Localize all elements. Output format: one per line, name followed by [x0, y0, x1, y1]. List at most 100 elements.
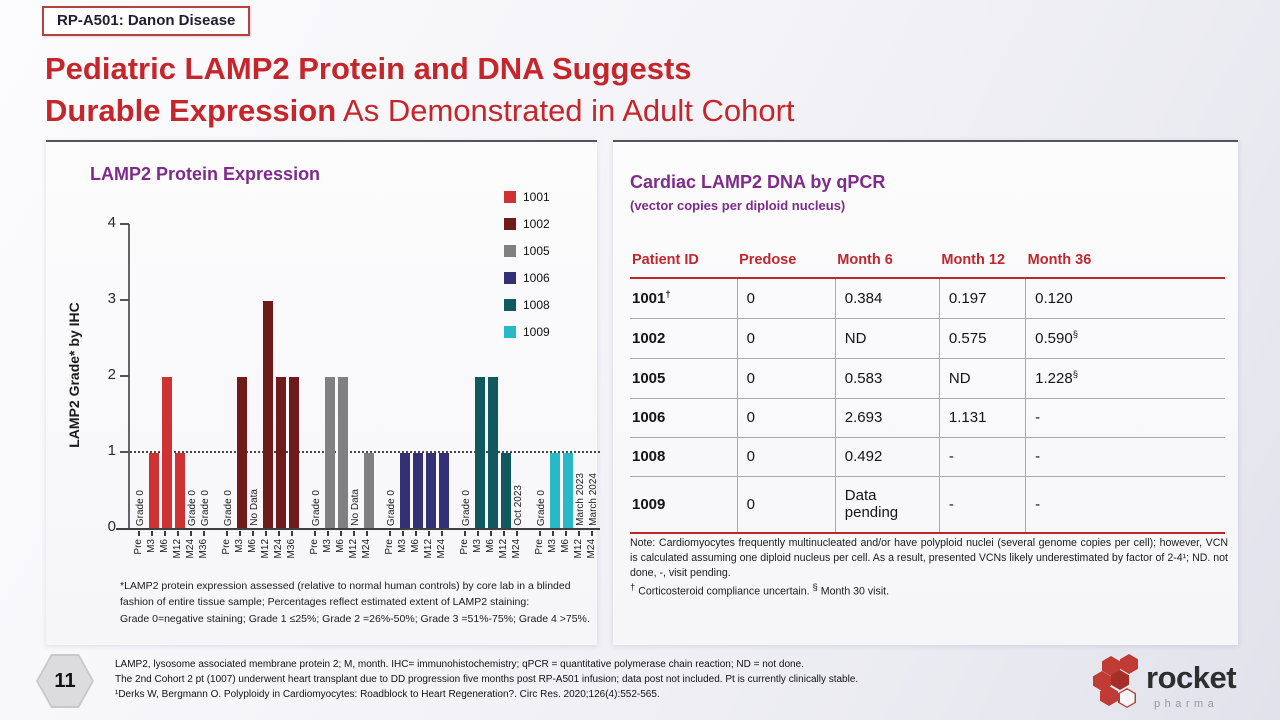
bar-1002-M36 [289, 377, 299, 528]
x-tick-label: M24 [361, 539, 372, 559]
legend-label: 1009 [523, 325, 550, 339]
x-tick [578, 531, 580, 536]
annotation-slot-1001-M36: Grade 0 [200, 224, 211, 528]
table-cell: - [938, 437, 1026, 477]
bar-1005-M3 [325, 377, 335, 528]
table-cell: - [1025, 398, 1225, 438]
x-slot: Pre [534, 531, 545, 593]
annotation-1009-M24: March 2024 [588, 473, 599, 526]
x-tick [490, 531, 492, 536]
table-cell: 2.693 [834, 398, 940, 438]
x-tick-label: M3 [322, 539, 333, 553]
annotation-slot-1006-Pre: Grade 0 [386, 224, 397, 528]
x-tick-label: M6 [560, 539, 571, 553]
table-cell: 1.228§ [1025, 358, 1225, 399]
column-header: Month 6 [835, 244, 940, 279]
table-cell: 0 [736, 278, 836, 319]
legend-swatch-icon [504, 245, 516, 257]
x-tick [464, 531, 466, 536]
bar-1009-M3 [550, 453, 560, 528]
x-axis-line [116, 528, 600, 530]
x-slot: M36 [286, 531, 297, 593]
x-tick [552, 531, 554, 536]
x-slot: Pre [221, 531, 232, 593]
x-tick-group-1002: Pre M3 M6 M12 M24 M36 [221, 531, 297, 593]
x-tick [177, 531, 179, 536]
annotation-1008-Pre: Grade 0 [461, 489, 472, 526]
annotation-1006-Pre: Grade 0 [386, 489, 397, 526]
x-slot: M36 [198, 531, 209, 593]
chart-footnote-line: Grade 0=negative staining; Grade 1 ≤25%;… [120, 612, 590, 625]
x-slot: M12 [573, 531, 584, 593]
x-tick-label: M3 [547, 539, 558, 553]
y-tick-label: 3 [107, 290, 116, 307]
x-tick-label: M24 [185, 539, 196, 559]
x-tick [415, 531, 417, 536]
patient-id-cell: 1005 [630, 358, 738, 399]
reference-dotted-line [130, 451, 600, 453]
y-tick [120, 299, 129, 301]
table-cell: 0.197 [938, 278, 1026, 319]
x-tick [151, 531, 153, 536]
bar-1005-M24 [364, 453, 374, 528]
annotation-slot-1002-Pre: Grade 0 [223, 224, 234, 528]
annotation-1005-M12: No Data [350, 489, 361, 526]
x-tick [503, 531, 505, 536]
x-tick [291, 531, 293, 536]
x-slot: M24 [586, 531, 597, 593]
x-tick [265, 531, 267, 536]
annotation-slot-1001-Pre: Grade 0 [135, 224, 146, 528]
x-tick [441, 531, 443, 536]
slide-title: Pediatric LAMP2 Protein and DNA Suggests… [45, 48, 795, 132]
x-tick-label: Pre [384, 539, 395, 555]
annotation-slot-1009-M12: March 2023 [575, 224, 586, 528]
patient-id-cell: 1001† [630, 278, 738, 319]
legend-swatch-icon [504, 218, 516, 230]
x-axis-labels: Pre M3 M6 M12 M24 M36 Pre M3 M6 M12 M24 M36 Pre M3 M6 M… [133, 531, 597, 593]
page-number-hexagon: 11 [36, 654, 94, 708]
x-tick-label: Pre [459, 539, 470, 555]
y-tick-label: 0 [107, 518, 116, 535]
bar-1008-M12 [501, 453, 511, 528]
annotation-slot-1005-M12: No Data [350, 224, 361, 528]
bar-group-1002: Grade 0 No Data [223, 224, 299, 528]
x-tick [402, 531, 404, 536]
logo-hexagon-icon [1093, 671, 1111, 691]
x-tick-label: M6 [335, 539, 346, 553]
x-slot: Pre [459, 531, 470, 593]
x-tick [327, 531, 329, 536]
bar-1005-M6 [338, 377, 348, 528]
bar-1006-M24 [439, 453, 449, 528]
qpcr-table: Patient ID Predose Month 6 Month 12 Month 36… [630, 244, 1225, 534]
annotation-1002-M6: No Data [249, 489, 260, 526]
x-tick [239, 531, 241, 536]
title-line2-bold: Durable Expression [45, 93, 337, 128]
x-tick-label: M36 [198, 539, 209, 559]
x-slot: M3 [234, 531, 245, 593]
table-cell: Data pending [834, 476, 940, 534]
legend-label: 1002 [523, 217, 550, 231]
footer-line: ¹Derks W, Bergmann O. Polyploidy in Card… [115, 689, 660, 700]
chart-panel: LAMP2 Protein Expression 1001 1002 1005 100… [46, 140, 600, 645]
table-row: 1005 0 0.583 ND 1.228§ [630, 358, 1225, 399]
x-tick-label: M24 [436, 539, 447, 559]
x-slot: M24 [436, 531, 447, 593]
legend-item-1001: 1001 [504, 190, 550, 204]
x-slot: M12 [260, 531, 271, 593]
table-cell: 0 [736, 318, 836, 359]
chart-legend: 1001 1002 1005 1006 1008 1009 [504, 190, 550, 352]
bar-1001-M12 [175, 453, 185, 528]
x-slot: M12 [172, 531, 183, 593]
x-tick-group-1005: Pre M3 M6 M12 M24 [309, 531, 372, 593]
annotation-slot-1009-Pre: Grade 0 [536, 224, 547, 528]
annotation-1009-M12: March 2023 [575, 473, 586, 526]
bar-1006-M3 [400, 453, 410, 528]
table-row: 1001† 0 0.384 0.197 0.120 [630, 278, 1225, 319]
x-tick-label: M24 [586, 539, 597, 559]
x-slot: M12 [423, 531, 434, 593]
column-header: Month 36 [1025, 244, 1225, 279]
x-tick-label: M6 [485, 539, 496, 553]
annotation-slot-1008-Pre: Grade 0 [461, 224, 472, 528]
x-tick [389, 531, 391, 536]
x-slot: M3 [397, 531, 408, 593]
